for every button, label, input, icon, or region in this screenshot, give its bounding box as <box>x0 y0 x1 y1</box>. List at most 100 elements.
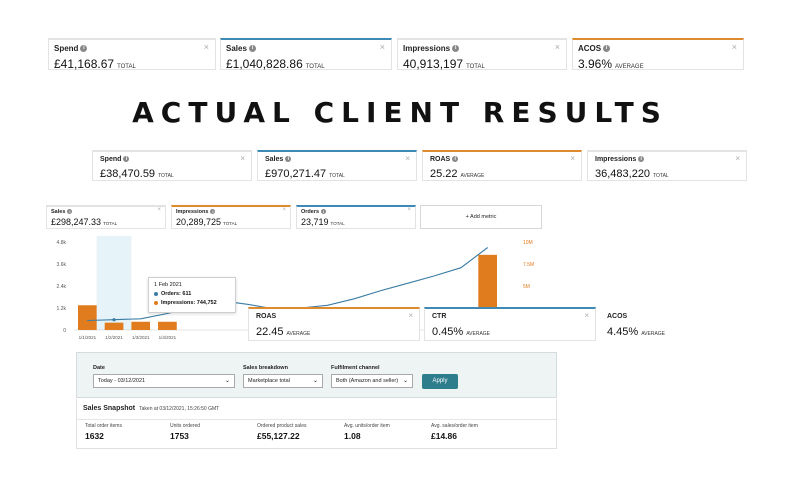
chevron-down-icon: ⌄ <box>224 378 230 384</box>
metric-label: Spend i <box>54 44 88 53</box>
chevron-down-icon: ⌄ <box>312 378 318 384</box>
highlight-point <box>112 318 116 322</box>
channel-select[interactable]: Both (Amazon and seller) ⌄ <box>331 374 413 388</box>
close-icon[interactable]: × <box>554 42 560 52</box>
metric-label: Sales i <box>226 44 256 53</box>
metric-card-impressions[interactable]: Impressions i × 40,913,197 TOTAL <box>397 38 567 71</box>
page-headline: ACTUAL CLIENT RESULTS <box>132 96 668 129</box>
tooltip-impressions: Impressions: 744,752 <box>154 299 230 308</box>
close-icon[interactable]: × <box>282 207 286 213</box>
breakdown-label: Sales breakdown <box>243 365 288 371</box>
x-tick-label: 1/3/2021 <box>132 335 150 340</box>
close-icon[interactable]: × <box>157 207 161 213</box>
metric-card-acos[interactable]: ACOS i × 3.96% AVERAGE <box>572 38 744 71</box>
metric-value: 23,719 TOTAL <box>301 217 345 227</box>
snapshot-avg-sales: Avg. sales/order item £14.86 <box>431 423 478 441</box>
date-select[interactable]: Today - 03/12/2021 ⌄ <box>93 374 235 388</box>
apply-button[interactable]: Apply <box>422 374 458 389</box>
metric-label: ACOS i <box>578 44 611 53</box>
close-icon[interactable]: × <box>731 42 737 52</box>
snapshot-total-order-items: Total order items 1632 <box>85 423 122 441</box>
metric-card-impressions[interactable]: Impressions i × 20,289,725 TOTAL <box>171 205 291 229</box>
snapshot-units-ordered: Units ordered 1753 <box>170 423 201 441</box>
metric-label: ACOS <box>607 313 628 320</box>
metric-card-ctr[interactable]: CTR × 0.45% AVERAGE <box>424 307 596 341</box>
bar <box>78 305 97 330</box>
metric-value: 40,913,197 TOTAL <box>403 57 485 71</box>
metric-card-roas[interactable]: ROAS i × 25.22 AVERAGE <box>422 150 582 181</box>
metric-card-spend[interactable]: Spend i × £41,168.67 TOTAL <box>48 38 216 71</box>
metric-card-sales[interactable]: Sales i × £970,271.47 TOTAL <box>257 150 417 181</box>
impressions-dot-icon <box>154 300 158 305</box>
tooltip-orders: Orders: 611 <box>154 290 230 299</box>
metric-card-impressions[interactable]: Impressions i × 36,483,220 TOTAL <box>587 150 747 181</box>
metric-value: 25.22 AVERAGE <box>430 168 485 180</box>
snapshot-ordered-product-sales: Ordered product sales £55,127.22 <box>257 423 307 441</box>
metric-value: £38,470.59 TOTAL <box>100 168 174 180</box>
metric-label: Sales i <box>265 156 292 163</box>
metric-value: 36,483,220 TOTAL <box>595 168 669 180</box>
chart-tooltip: 1 Feb 2021 Orders: 611 Impressions: 744,… <box>148 277 236 313</box>
info-icon[interactable]: i <box>452 156 459 163</box>
add-metric-button[interactable]: + Add metric <box>420 205 542 229</box>
metric-value: 3.96% AVERAGE <box>578 57 644 71</box>
metric-value: £41,168.67 TOTAL <box>54 57 136 71</box>
x-tick-label: 1/1/2021 <box>79 335 97 340</box>
close-icon[interactable]: × <box>240 154 245 163</box>
y-tick-label: 0 <box>63 328 66 334</box>
breakdown-select[interactable]: Marketplace total ⌄ <box>243 374 323 388</box>
metric-value: £298,247.33 TOTAL <box>51 217 118 227</box>
metric-value: 4.45% AVERAGE <box>607 326 666 338</box>
info-icon[interactable]: i <box>603 45 611 53</box>
bar <box>131 321 151 330</box>
close-icon[interactable]: × <box>203 42 209 52</box>
metric-card-roas[interactable]: ROAS × 22.45 AVERAGE <box>248 307 420 341</box>
metric-label: Impressions i <box>176 209 216 215</box>
sales-snapshot: Sales Snapshot Taken at 03/12/2021, 15:26… <box>76 399 557 449</box>
close-icon[interactable]: × <box>405 154 410 163</box>
info-icon[interactable]: i <box>248 45 256 53</box>
close-icon[interactable]: × <box>584 311 589 320</box>
info-icon[interactable]: i <box>638 156 645 163</box>
channel-label: Fulfilment channel <box>331 365 380 371</box>
tooltip-date: 1 Feb 2021 <box>154 282 182 288</box>
y-tick-label: 4.8k <box>57 240 67 246</box>
y2-tick-label: 7.5M <box>523 262 534 268</box>
metric-label: ROAS <box>256 313 277 320</box>
snapshot-timestamp: Taken at 03/12/2021, 15:26:50 GMT <box>139 406 220 412</box>
y-tick-label: 2.4k <box>57 284 67 290</box>
close-icon[interactable]: × <box>570 154 575 163</box>
close-icon[interactable]: × <box>379 42 385 52</box>
info-icon[interactable]: i <box>210 209 216 215</box>
close-icon[interactable]: × <box>735 154 740 163</box>
close-icon[interactable]: × <box>407 207 411 213</box>
metric-label: Impressions i <box>595 156 645 163</box>
metric-card-acos[interactable]: ACOS 4.45% AVERAGE <box>600 307 760 341</box>
metric-card-orders[interactable]: Orders i × 23,719 TOTAL <box>296 205 416 229</box>
metric-label: Sales i <box>51 209 73 215</box>
metric-value: 0.45% AVERAGE <box>432 326 491 338</box>
divider <box>77 419 556 420</box>
info-icon[interactable]: i <box>123 156 130 163</box>
sales-filter-panel: Date Today - 03/12/2021 ⌄ Sales breakdown… <box>76 352 557 398</box>
info-icon[interactable]: i <box>80 45 88 53</box>
close-icon[interactable]: × <box>408 311 413 320</box>
info-icon[interactable]: i <box>452 45 460 53</box>
date-label: Date <box>93 365 105 371</box>
snapshot-avg-units: Avg. units/order item 1.08 <box>344 423 390 441</box>
y-tick-label: 1.2k <box>57 306 67 312</box>
metric-label: Spend i <box>100 156 130 163</box>
y2-tick-label: 10M <box>523 240 533 246</box>
metric-value: £1,040,828.86 TOTAL <box>226 57 325 71</box>
chevron-down-icon: ⌄ <box>402 378 408 384</box>
metric-card-sales[interactable]: Sales i × £298,247.33 TOTAL <box>46 205 166 229</box>
metric-card-sales[interactable]: Sales i × £1,040,828.86 TOTAL <box>220 38 392 71</box>
y2-tick-label: 5M <box>523 284 530 290</box>
metric-label: Orders i <box>301 209 327 215</box>
metric-card-spend[interactable]: Spend i × £38,470.59 TOTAL <box>92 150 252 181</box>
info-icon[interactable]: i <box>67 209 73 215</box>
x-tick-label: 1/4/2021 <box>159 335 177 340</box>
orders-dot-icon <box>154 291 158 296</box>
info-icon[interactable]: i <box>285 156 292 163</box>
info-icon[interactable]: i <box>321 209 327 215</box>
